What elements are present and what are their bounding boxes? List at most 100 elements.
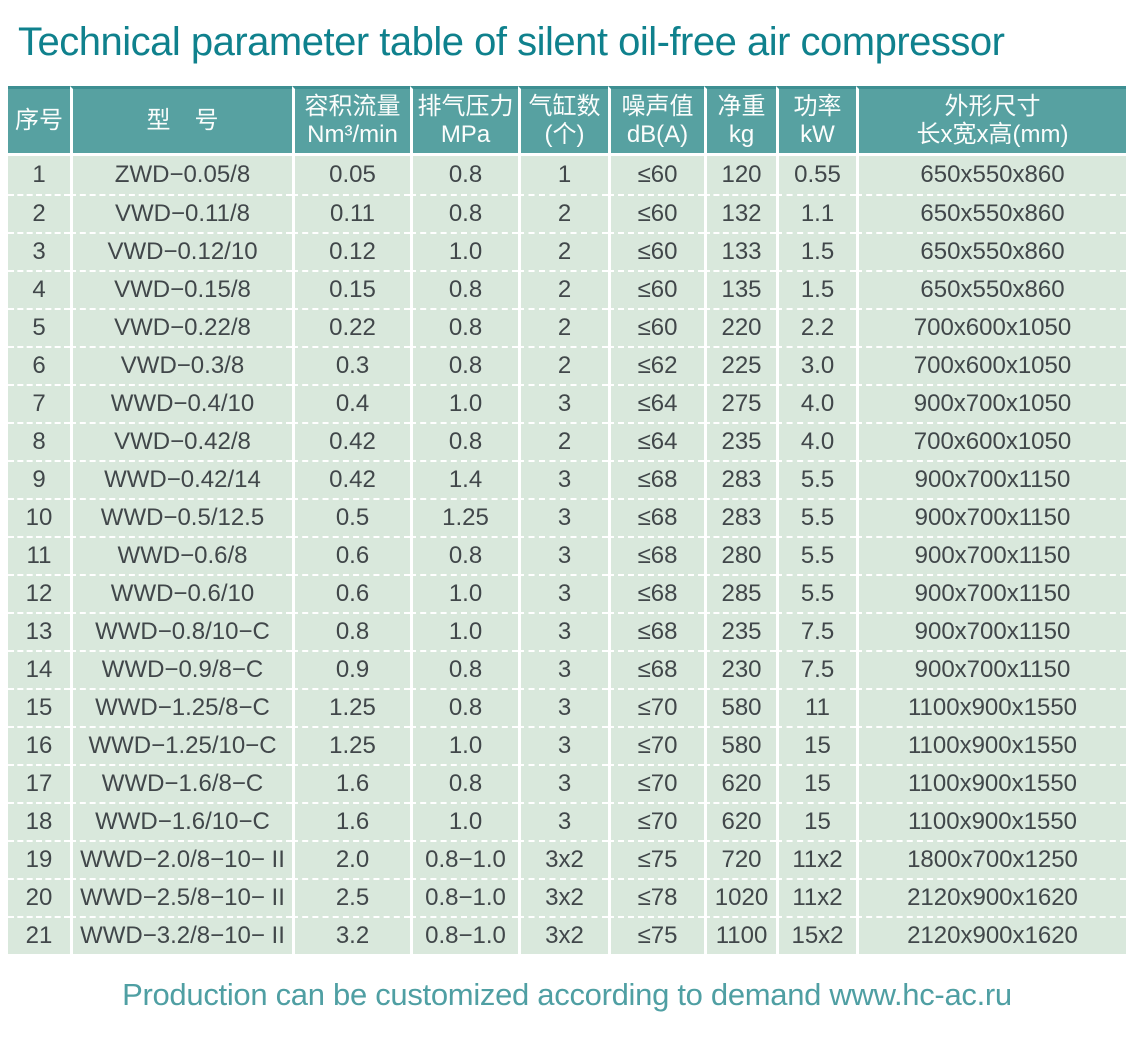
table-cell: 1.6 xyxy=(292,802,410,840)
table-cell: 11x2 xyxy=(776,840,856,878)
table-row: 7 WWD−0.4/10 0.4 1.0 3 ≤64 275 4.0 900x700x1050 xyxy=(8,384,1126,422)
table-body: 1 ZWD−0.05/8 0.05 0.8 1 ≤60 120 0.55 650x550x860… xyxy=(8,156,1126,954)
table-cell: 1100x900x1550 xyxy=(856,802,1126,840)
table-cell: 2 xyxy=(518,194,608,232)
table-cell: WWD−1.25/10−C xyxy=(70,726,292,764)
table-cell: 3 xyxy=(518,688,608,726)
table-cell: ≤70 xyxy=(608,688,704,726)
table-cell: ≤70 xyxy=(608,726,704,764)
table-cell: 0.12 xyxy=(292,232,410,270)
table-cell: 1.5 xyxy=(776,270,856,308)
table-cell: 650x550x860 xyxy=(856,270,1126,308)
table-cell: 0.42 xyxy=(292,422,410,460)
table-cell: 235 xyxy=(704,612,776,650)
table-cell: 1100x900x1550 xyxy=(856,764,1126,802)
table-cell: 580 xyxy=(704,688,776,726)
table-row: 19 WWD−2.0/8−10− II 2.0 0.8−1.0 3x2 ≤75 720 11x… xyxy=(8,840,1126,878)
table-cell: 15 xyxy=(8,688,70,726)
table-cell: 1.0 xyxy=(410,574,518,612)
table-cell: 0.8 xyxy=(410,422,518,460)
table-cell: 0.8 xyxy=(410,764,518,802)
table-cell: 9 xyxy=(8,460,70,498)
table-cell: VWD−0.22/8 xyxy=(70,308,292,346)
table-cell: 1 xyxy=(518,156,608,194)
table-cell: 2120x900x1620 xyxy=(856,878,1126,916)
table-cell: 0.8 xyxy=(410,650,518,688)
table-cell: 3 xyxy=(518,384,608,422)
table-cell: 4 xyxy=(8,270,70,308)
table-cell: 133 xyxy=(704,232,776,270)
table-cell: 1100x900x1550 xyxy=(856,726,1126,764)
table-cell: WWD−1.6/8−C xyxy=(70,764,292,802)
table-cell: ≤60 xyxy=(608,308,704,346)
table-cell: 1800x700x1250 xyxy=(856,840,1126,878)
table-cell: WWD−2.5/8−10− II xyxy=(70,878,292,916)
table-cell: 3 xyxy=(518,764,608,802)
table-cell: 0.8−1.0 xyxy=(410,878,518,916)
table-cell: 220 xyxy=(704,308,776,346)
table-cell: 4.0 xyxy=(776,384,856,422)
table-cell: 1100x900x1550 xyxy=(856,688,1126,726)
table-cell: 700x600x1050 xyxy=(856,346,1126,384)
table-cell: ≤68 xyxy=(608,498,704,536)
table-cell: 2.5 xyxy=(292,878,410,916)
table-cell: 15 xyxy=(776,726,856,764)
table-cell: 12 xyxy=(8,574,70,612)
header-cell-3: 排气压力 MPa xyxy=(410,86,518,156)
table-row: 21 WWD−3.2/8−10− II 3.2 0.8−1.0 3x2 ≤75 1100 15… xyxy=(8,916,1126,954)
table-cell: 0.11 xyxy=(292,194,410,232)
table-cell: 580 xyxy=(704,726,776,764)
table-cell: 3.2 xyxy=(292,916,410,954)
table-cell: 5 xyxy=(8,308,70,346)
table-cell: 19 xyxy=(8,840,70,878)
table-cell: 620 xyxy=(704,802,776,840)
table-row: 18 WWD−1.6/10−C 1.6 1.0 3 ≤70 620 15 1100x900x15… xyxy=(8,802,1126,840)
table-header: 序号型 号容积流量 Nm³/min 排气压力 MPa 气缸数 (个) 噪声值 dB(A) 净重 k… xyxy=(8,86,1126,156)
table-cell: WWD−0.42/14 xyxy=(70,460,292,498)
table-cell: 0.8 xyxy=(410,688,518,726)
table-cell: 280 xyxy=(704,536,776,574)
table-cell: 620 xyxy=(704,764,776,802)
table-row: 6 VWD−0.3/8 0.3 0.8 2 ≤62 225 3.0 700x600x1050 xyxy=(8,346,1126,384)
table-cell: 3.0 xyxy=(776,346,856,384)
table-cell: 15 xyxy=(776,764,856,802)
table-cell: 3 xyxy=(518,650,608,688)
table-cell: 0.6 xyxy=(292,574,410,612)
table-cell: ≤68 xyxy=(608,536,704,574)
table-cell: WWD−0.5/12.5 xyxy=(70,498,292,536)
table-cell: 10 xyxy=(8,498,70,536)
table-cell: 0.8 xyxy=(410,194,518,232)
table-cell: 0.8 xyxy=(410,270,518,308)
table-cell: 1.0 xyxy=(410,612,518,650)
table-row: 10 WWD−0.5/12.5 0.5 1.25 3 ≤68 283 5.5 900x700x1… xyxy=(8,498,1126,536)
table-row: 5 VWD−0.22/8 0.22 0.8 2 ≤60 220 2.2 700x600x1050 xyxy=(8,308,1126,346)
table-cell: ≤70 xyxy=(608,802,704,840)
table-cell: 3 xyxy=(518,612,608,650)
table-cell: 3x2 xyxy=(518,840,608,878)
table-row: 4 VWD−0.15/8 0.15 0.8 2 ≤60 135 1.5 650x550x860 xyxy=(8,270,1126,308)
table-cell: 3x2 xyxy=(518,878,608,916)
table-cell: 2 xyxy=(518,308,608,346)
table-cell: 1.0 xyxy=(410,726,518,764)
table-cell: 650x550x860 xyxy=(856,194,1126,232)
table-cell: VWD−0.15/8 xyxy=(70,270,292,308)
table-cell: 2 xyxy=(518,270,608,308)
table-cell: 720 xyxy=(704,840,776,878)
table-cell: 0.8 xyxy=(410,346,518,384)
table-cell: ≤60 xyxy=(608,194,704,232)
table-row: 1 ZWD−0.05/8 0.05 0.8 1 ≤60 120 0.55 650x550x860 xyxy=(8,156,1126,194)
table-row: 8 VWD−0.42/8 0.42 0.8 2 ≤64 235 4.0 700x600x1050 xyxy=(8,422,1126,460)
table-cell: WWD−3.2/8−10− II xyxy=(70,916,292,954)
table-cell: 235 xyxy=(704,422,776,460)
table-cell: 13 xyxy=(8,612,70,650)
table-cell: ≤60 xyxy=(608,156,704,194)
table-cell: 285 xyxy=(704,574,776,612)
table-cell: 16 xyxy=(8,726,70,764)
table-cell: ≤68 xyxy=(608,612,704,650)
table-cell: 5.5 xyxy=(776,498,856,536)
table-cell: VWD−0.11/8 xyxy=(70,194,292,232)
table-cell: ≤68 xyxy=(608,650,704,688)
page-title: Technical parameter table of silent oil-… xyxy=(18,20,1005,64)
table-cell: 0.8 xyxy=(410,156,518,194)
